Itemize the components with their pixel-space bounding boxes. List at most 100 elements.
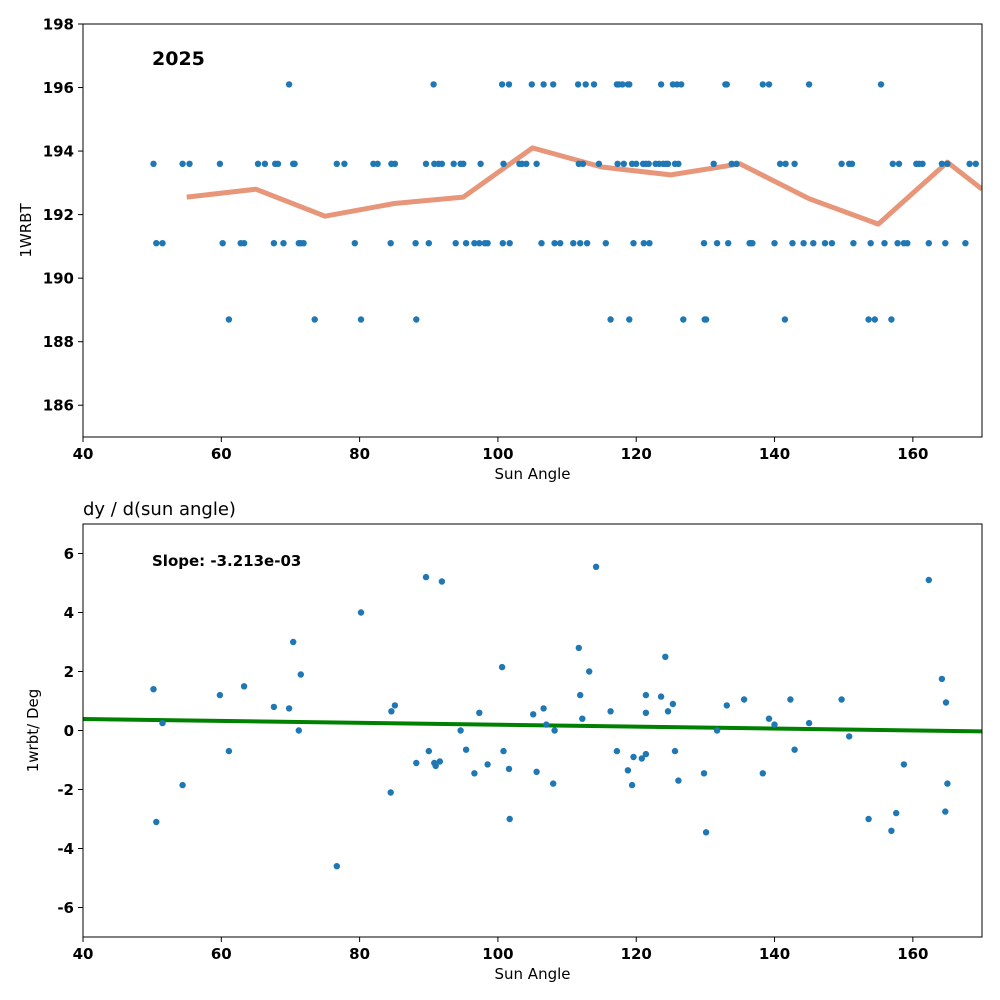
scatter-point	[425, 747, 432, 755]
scatter-point	[290, 638, 297, 646]
scatter-point	[579, 715, 586, 722]
top-chart-frame	[82, 23, 983, 438]
bottom-chart-slope-annotation: Slope: -3.213e-03	[152, 552, 301, 570]
scatter-point	[838, 696, 845, 703]
bottom-chart-y-axis-label: 1wrbt/ Deg	[24, 689, 42, 773]
scatter-point	[523, 160, 530, 167]
scatter-point	[881, 240, 888, 247]
scatter-point	[664, 160, 672, 167]
top-chart-panel: 40 60 80 100 120 140 160 186 188 190 192 194 196 198…	[17, 16, 983, 483]
scatter-point	[311, 316, 318, 323]
scatter-point	[669, 700, 677, 708]
scatter-point	[261, 160, 269, 167]
bottom-chart-title: dy / d(sun angle)	[83, 499, 236, 520]
scatter-point	[484, 240, 491, 247]
x-tick-label: 160	[897, 445, 928, 463]
scatter-point	[543, 721, 550, 728]
scatter-point	[216, 691, 224, 699]
scatter-point	[530, 711, 537, 718]
scatter-point	[962, 240, 969, 247]
scatter-point	[357, 316, 365, 323]
scatter-point	[938, 675, 946, 683]
scatter-point	[888, 316, 895, 323]
scatter-point	[374, 160, 381, 167]
scatter-point	[678, 81, 685, 88]
rolling-mean-line	[186, 145, 982, 227]
scatter-point	[607, 316, 614, 323]
scatter-point	[254, 160, 262, 167]
scatter-point	[388, 708, 395, 715]
scatter-point	[179, 160, 186, 167]
scatter-point	[662, 653, 669, 660]
y-tick-label: 196	[43, 79, 74, 97]
scatter-point	[476, 240, 483, 247]
scatter-point	[782, 160, 789, 167]
scatter-point	[577, 240, 584, 247]
x-tick-label: 60	[211, 945, 232, 963]
scatter-point	[725, 240, 732, 247]
scatter-point	[800, 240, 807, 247]
scatter-point	[645, 160, 652, 167]
bottom-chart-x-axis-label: Sun Angle	[495, 965, 571, 983]
scatter-point	[557, 240, 564, 247]
scatter-point	[944, 160, 951, 167]
scatter-point	[759, 81, 766, 88]
scatter-point	[613, 747, 621, 755]
scatter-point	[710, 160, 717, 167]
scatter-point	[942, 808, 949, 815]
fit-line	[83, 717, 982, 734]
scatter-point	[586, 668, 593, 675]
scatter-point	[575, 644, 582, 652]
scatter-point	[740, 696, 748, 703]
scatter-point	[436, 758, 443, 765]
scatter-point	[357, 609, 365, 616]
scatter-point	[675, 160, 682, 167]
scatter-point	[270, 240, 278, 247]
scatter-point	[925, 576, 932, 584]
scatter-point	[630, 240, 637, 247]
scatter-point	[425, 240, 432, 247]
scatter-point	[938, 160, 946, 167]
x-tick-label: 80	[349, 445, 370, 463]
scatter-point	[893, 809, 900, 817]
scatter-point	[291, 160, 298, 167]
scatter-point	[583, 240, 591, 247]
scatter-point	[533, 768, 540, 775]
scatter-point	[333, 160, 340, 167]
scatter-point	[919, 160, 926, 167]
scatter-point	[640, 240, 647, 247]
y-tick-label: 192	[43, 206, 74, 224]
bottom-chart-panel: 40 60 80 100 120 140 160 -6 -4 -2 0 2 4 6 Slope: -3.…	[24, 499, 983, 983]
scatter-point	[477, 160, 484, 167]
scatter-point	[675, 777, 682, 784]
scatter-point	[590, 81, 598, 88]
scatter-point	[595, 160, 603, 167]
scatter-point	[484, 761, 491, 768]
scatter-point	[624, 767, 632, 774]
scatter-point	[602, 240, 609, 247]
scatter-point	[626, 316, 633, 323]
scatter-point	[776, 160, 784, 167]
scatter-point	[500, 747, 507, 755]
scatter-point	[771, 721, 778, 728]
scatter-point	[471, 240, 478, 247]
scatter-point	[391, 702, 399, 709]
scatter-point	[577, 691, 584, 699]
scatter-point	[614, 160, 621, 167]
y-tick-label: 186	[43, 397, 74, 415]
bottom-chart-y-axis: -6 -4 -2 0 2 4 6	[57, 545, 83, 917]
scatter-point	[551, 727, 558, 734]
scatter-point	[657, 81, 665, 88]
scatter-point	[499, 240, 506, 247]
top-chart-year-annotation: 2025	[152, 48, 205, 70]
scatter-point	[300, 240, 307, 247]
scatter-point	[680, 316, 687, 323]
scatter-point	[791, 160, 798, 167]
scatter-point	[630, 753, 637, 761]
scatter-point	[280, 240, 287, 247]
top-chart-x-axis-label: Sun Angle	[495, 465, 571, 483]
scatter-point	[533, 160, 540, 167]
scatter-point	[460, 160, 467, 167]
